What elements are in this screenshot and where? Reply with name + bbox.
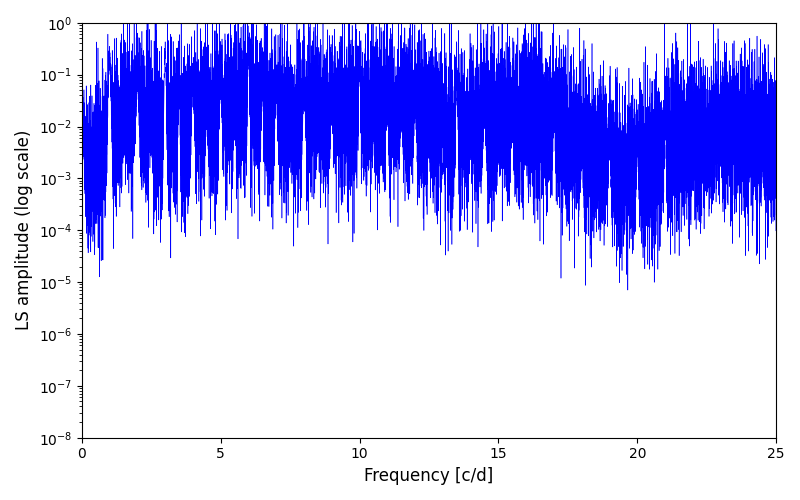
X-axis label: Frequency [c/d]: Frequency [c/d] [364,467,494,485]
Y-axis label: LS amplitude (log scale): LS amplitude (log scale) [15,130,33,330]
